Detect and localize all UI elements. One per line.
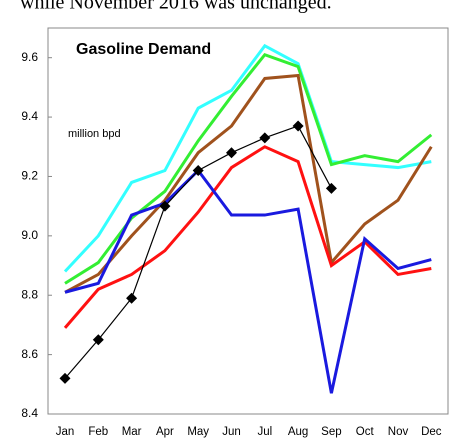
data-point <box>159 200 171 212</box>
y-tick-label: 8.8 <box>21 287 38 301</box>
series-line <box>64 168 432 394</box>
y-tick-label: 8.4 <box>21 406 38 420</box>
data-point <box>259 132 271 144</box>
y-tick-label: 8.6 <box>21 347 38 361</box>
x-tick-label: Sep <box>321 426 341 438</box>
data-point <box>292 120 304 132</box>
chart-title: Gasoline Demand <box>76 41 211 58</box>
caption: while November 2016 was unchanged. <box>20 0 332 14</box>
plot-frame <box>47 27 449 415</box>
x-tick-label: Jul <box>257 426 272 438</box>
data-point <box>126 292 138 304</box>
x-tick-label: Apr <box>156 426 174 438</box>
series-line <box>64 73 433 294</box>
series-line <box>63 43 432 273</box>
x-tick-label: Oct <box>356 426 375 438</box>
y-tick-label: 9.4 <box>21 109 38 123</box>
series-line <box>63 145 432 329</box>
x-tick-label: Nov <box>388 426 409 438</box>
unit-annotation: million bpd <box>68 128 121 140</box>
x-tick-label: Feb <box>88 426 108 438</box>
y-tick-label: 9.6 <box>21 50 38 64</box>
data-point <box>192 165 204 177</box>
data-point <box>226 147 237 159</box>
y-tick-label: 9.2 <box>21 169 38 183</box>
x-tick-label: Aug <box>288 426 308 438</box>
x-tick-label: Jun <box>222 426 241 438</box>
data-point <box>325 182 337 194</box>
y-tick-label: 9.0 <box>21 228 38 242</box>
x-tick-label: May <box>187 426 209 438</box>
x-tick-label: Dec <box>421 426 442 438</box>
data-point <box>92 334 104 346</box>
x-tick-label: Mar <box>122 426 142 438</box>
data-point <box>59 372 71 384</box>
x-tick-label: Jan <box>56 426 75 438</box>
